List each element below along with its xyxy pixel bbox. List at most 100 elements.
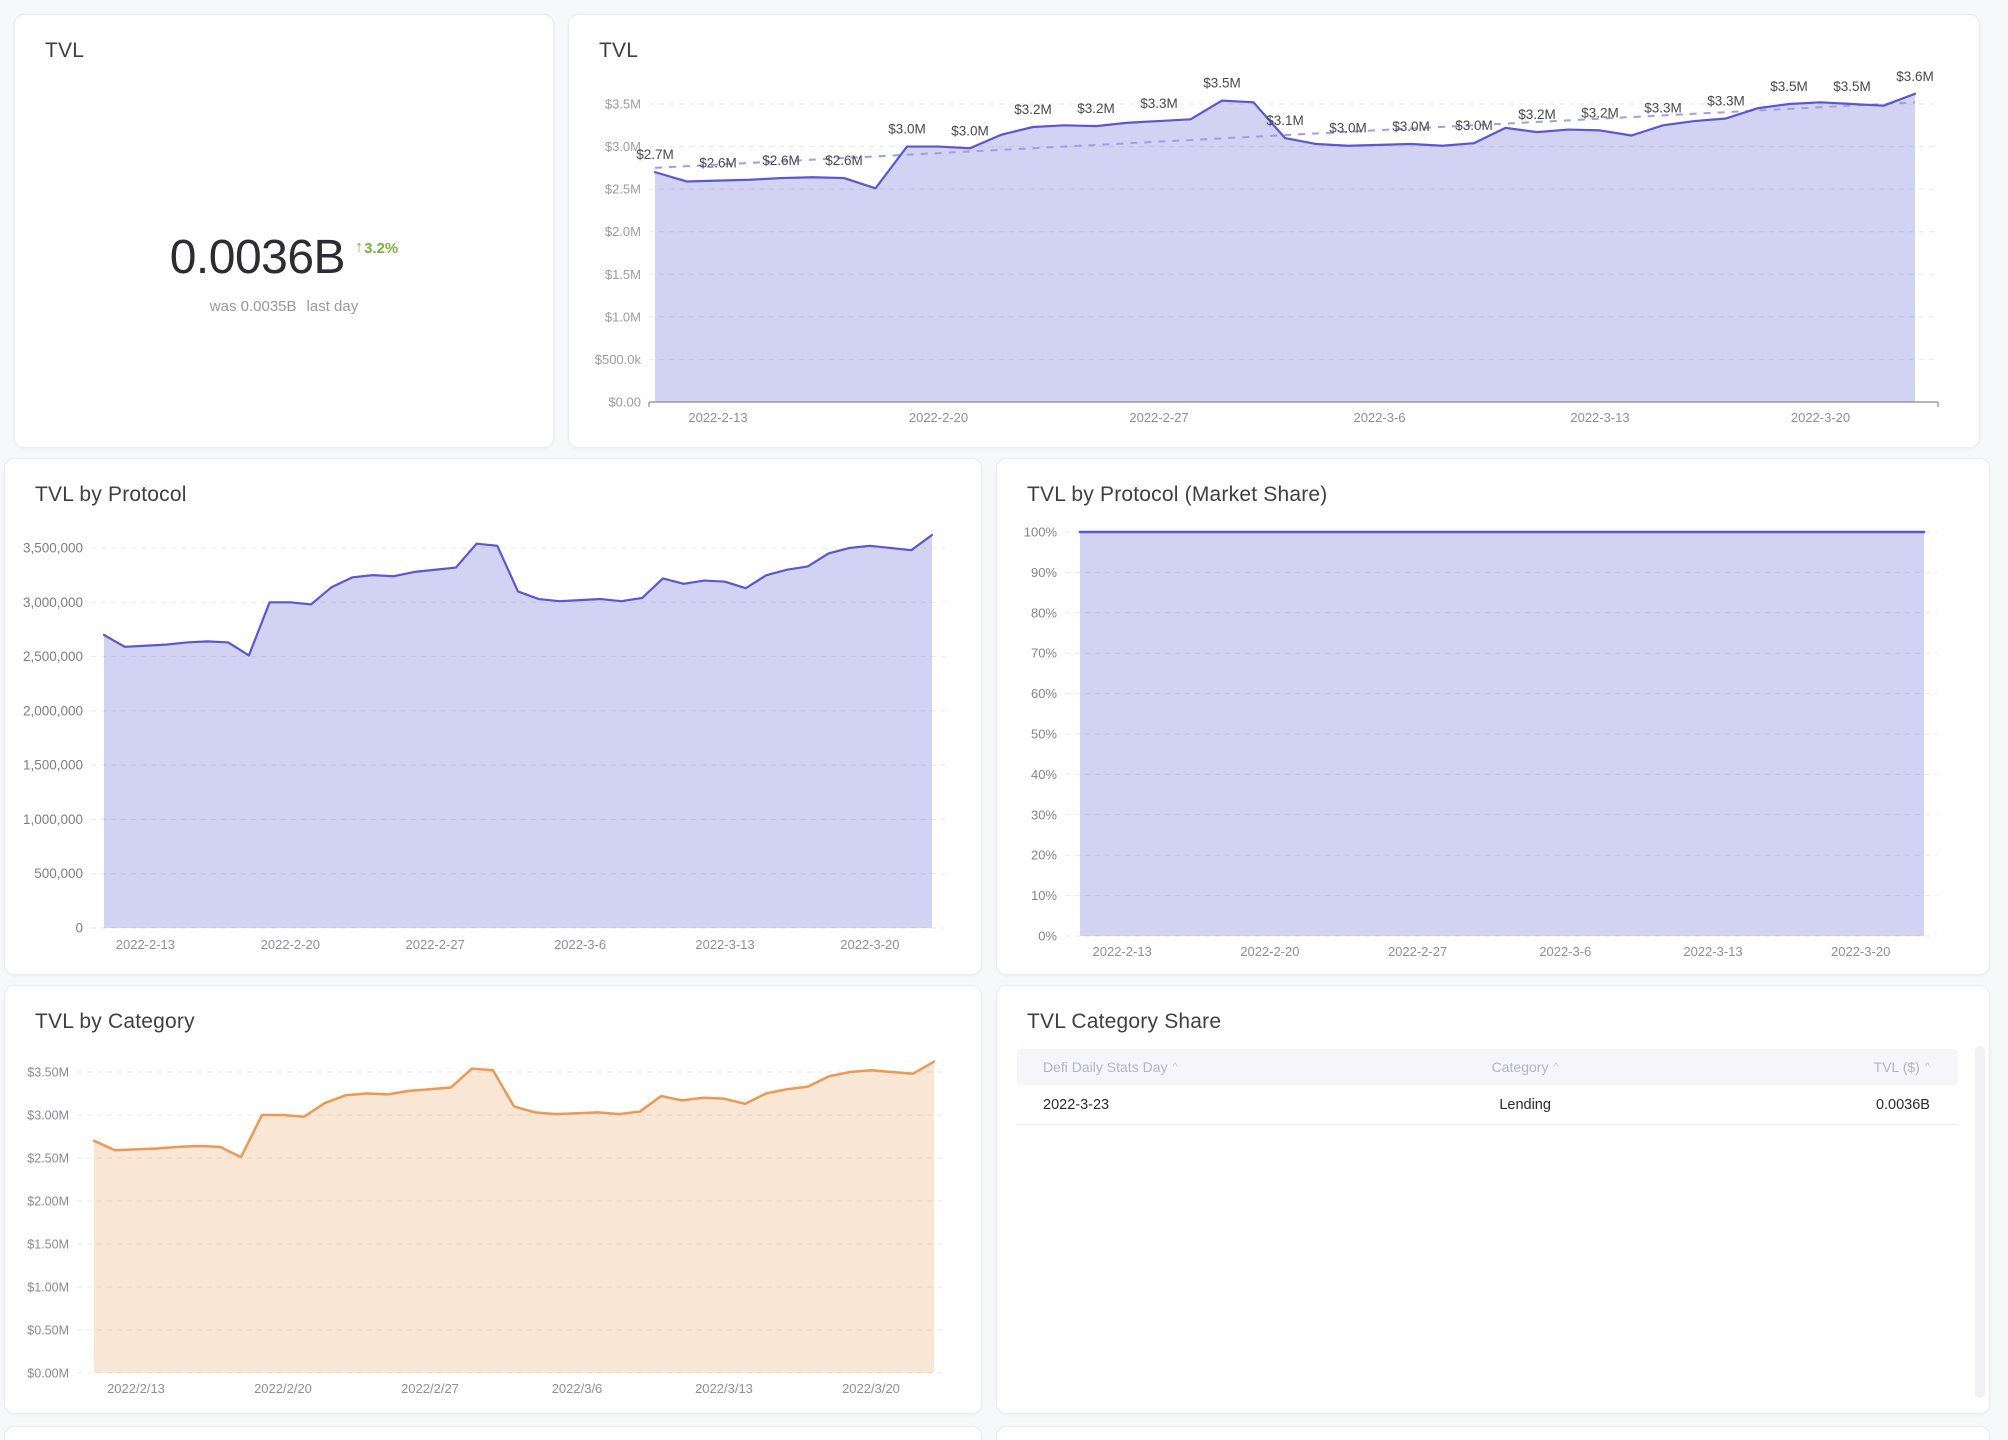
svg-text:2022-2-13: 2022-2-13 bbox=[116, 937, 175, 952]
svg-text:2022-3-13: 2022-3-13 bbox=[1570, 410, 1629, 425]
tvl-by-category-card: TVL by Category $3.50M $3.00M $2.50M $2.00M… bbox=[4, 985, 982, 1414]
svg-text:$3.50M: $3.50M bbox=[27, 1066, 69, 1080]
svg-text:$3.2M: $3.2M bbox=[1581, 105, 1619, 120]
table-scrollbar[interactable] bbox=[1975, 1046, 1985, 1398]
svg-text:2022/2/27: 2022/2/27 bbox=[401, 1381, 459, 1396]
svg-text:$3.2M: $3.2M bbox=[1518, 107, 1556, 122]
svg-text:2,000,000: 2,000,000 bbox=[23, 703, 83, 718]
table-header-row: Defi Daily Stats Day ^ Category ^ TVL ($) ^ bbox=[1017, 1049, 1958, 1085]
tvl-by-category-title: TVL by Category bbox=[35, 1010, 195, 1033]
svg-text:40%: 40% bbox=[1031, 767, 1057, 782]
svg-text:0: 0 bbox=[75, 921, 83, 936]
svg-text:$3.0M: $3.0M bbox=[1392, 119, 1430, 134]
svg-text:2022-3-6: 2022-3-6 bbox=[1539, 944, 1591, 959]
svg-text:$3.5M: $3.5M bbox=[1203, 76, 1241, 91]
svg-text:$3.2M: $3.2M bbox=[1077, 101, 1115, 116]
tvl-change-percent: 3.2% bbox=[364, 239, 399, 257]
svg-text:50%: 50% bbox=[1031, 727, 1057, 742]
svg-text:1,000,000: 1,000,000 bbox=[23, 812, 83, 827]
column-header-day[interactable]: Defi Daily Stats Day ^ bbox=[1043, 1059, 1178, 1075]
tvl-area-chart[interactable]: $3.5M $3.0M $2.5M $2.0M $1.5M $1.0M $500.0k $0.… bbox=[569, 15, 1979, 447]
tvl-category-share-card: TVL Category Share Defi Daily Stats Day ^… bbox=[996, 985, 1990, 1414]
cell-day: 2022-3-23 bbox=[1043, 1096, 1110, 1113]
tvl-value: 0.0036B bbox=[169, 231, 346, 284]
up-arrow-icon: ↑ bbox=[355, 239, 364, 256]
svg-text:2022-3-20: 2022-3-20 bbox=[1831, 944, 1890, 959]
svg-text:2022-3-20: 2022-3-20 bbox=[840, 937, 899, 952]
svg-text:$3.2M: $3.2M bbox=[1014, 102, 1052, 117]
svg-text:$3.5M: $3.5M bbox=[605, 97, 641, 112]
svg-text:2022-2-20: 2022-2-20 bbox=[1240, 944, 1299, 959]
svg-text:500,000: 500,000 bbox=[34, 866, 83, 881]
svg-text:30%: 30% bbox=[1031, 807, 1057, 822]
svg-text:2022-3-6: 2022-3-6 bbox=[554, 937, 606, 952]
svg-text:$0.50M: $0.50M bbox=[27, 1324, 69, 1338]
svg-text:2022-2-20: 2022-2-20 bbox=[909, 410, 968, 425]
sort-caret-icon: ^ bbox=[1924, 1061, 1930, 1073]
svg-text:3,500,000: 3,500,000 bbox=[23, 541, 83, 556]
svg-text:2022-3-13: 2022-3-13 bbox=[695, 937, 754, 952]
sort-caret-icon: ^ bbox=[1172, 1061, 1178, 1073]
svg-text:2022/2/13: 2022/2/13 bbox=[107, 1381, 165, 1396]
svg-text:20%: 20% bbox=[1031, 848, 1057, 863]
tvl-market-share-area-chart[interactable]: 100% 90% 80% 70% 60% 50% 40% 30% 20% 10% 0% 2022-2-… bbox=[997, 459, 1989, 974]
svg-text:100%: 100% bbox=[1024, 525, 1058, 540]
svg-text:$2.5M: $2.5M bbox=[605, 182, 641, 197]
svg-text:2022-2-20: 2022-2-20 bbox=[261, 937, 320, 952]
svg-text:$2.6M: $2.6M bbox=[762, 153, 800, 168]
svg-text:2022/3/6: 2022/3/6 bbox=[552, 1381, 603, 1396]
svg-text:$3.00M: $3.00M bbox=[27, 1109, 69, 1123]
sort-caret-icon: ^ bbox=[1553, 1061, 1559, 1073]
tvl-by-protocol-card: TVL by Protocol 3,500,000 3,000,000 2,500,… bbox=[4, 458, 982, 975]
svg-text:0%: 0% bbox=[1038, 929, 1057, 944]
table-row: 2022-3-23 Lending 0.0036B bbox=[1017, 1085, 1958, 1125]
svg-text:$1.5M: $1.5M bbox=[605, 267, 641, 282]
tvl-current-value-row: 0.0036B ↑ 3.2% bbox=[15, 234, 553, 282]
svg-text:$3.0M: $3.0M bbox=[605, 139, 641, 154]
cell-category: Lending bbox=[1499, 1096, 1551, 1113]
svg-text:$3.5M: $3.5M bbox=[1833, 79, 1871, 94]
tvl-chart-card: TVL $3.5M $3.0M $2.5M $2.0M $1.5M $1.0M $500.0… bbox=[568, 14, 1980, 448]
svg-text:$2.6M: $2.6M bbox=[699, 156, 737, 171]
svg-text:80%: 80% bbox=[1031, 605, 1057, 620]
svg-text:$3.5M: $3.5M bbox=[1770, 79, 1808, 94]
svg-text:$3.0M: $3.0M bbox=[1455, 118, 1493, 133]
next-row-card-left bbox=[4, 1426, 982, 1440]
svg-text:$3.3M: $3.3M bbox=[1644, 100, 1682, 115]
tvl-change-badge: ↑ 3.2% bbox=[355, 239, 398, 257]
svg-text:60%: 60% bbox=[1031, 686, 1057, 701]
svg-text:2022/2/20: 2022/2/20 bbox=[254, 1381, 312, 1396]
svg-text:$2.50M: $2.50M bbox=[27, 1152, 69, 1166]
svg-text:$3.1M: $3.1M bbox=[1266, 113, 1304, 128]
svg-text:$1.0M: $1.0M bbox=[605, 309, 641, 324]
svg-text:$2.7M: $2.7M bbox=[636, 147, 674, 162]
svg-text:$3.3M: $3.3M bbox=[1140, 96, 1178, 111]
tvl-category-share-title: TVL Category Share bbox=[1027, 1010, 1222, 1033]
tvl-by-category-area-chart[interactable]: $3.50M $3.00M $2.50M $2.00M $1.50M $1.00M $0.5… bbox=[5, 986, 981, 1413]
svg-text:$2.6M: $2.6M bbox=[825, 153, 863, 168]
svg-text:10%: 10% bbox=[1031, 888, 1057, 903]
column-header-category[interactable]: Category ^ bbox=[1491, 1059, 1559, 1075]
svg-text:$1.50M: $1.50M bbox=[27, 1238, 69, 1252]
svg-text:2,500,000: 2,500,000 bbox=[23, 649, 83, 664]
tvl-previous-value: was 0.0035B last day bbox=[209, 298, 359, 315]
svg-text:2022-2-27: 2022-2-27 bbox=[406, 937, 465, 952]
svg-text:2022-2-27: 2022-2-27 bbox=[1129, 410, 1188, 425]
next-row-card-right bbox=[996, 1426, 1990, 1440]
svg-text:3,000,000: 3,000,000 bbox=[23, 595, 83, 610]
svg-text:$2.00M: $2.00M bbox=[27, 1195, 69, 1209]
svg-text:$3.0M: $3.0M bbox=[888, 122, 926, 137]
column-header-tvl[interactable]: TVL ($) ^ bbox=[1873, 1059, 1930, 1075]
stat-card-title: TVL bbox=[45, 39, 85, 62]
svg-text:1,500,000: 1,500,000 bbox=[23, 758, 83, 773]
svg-text:2022-2-13: 2022-2-13 bbox=[1093, 944, 1152, 959]
svg-text:$1.00M: $1.00M bbox=[27, 1281, 69, 1295]
svg-text:$3.3M: $3.3M bbox=[1707, 93, 1745, 108]
svg-text:2022/3/13: 2022/3/13 bbox=[695, 1381, 753, 1396]
svg-text:90%: 90% bbox=[1031, 565, 1057, 580]
cell-tvl: 0.0036B bbox=[1875, 1096, 1930, 1113]
tvl-market-share-title: TVL by Protocol (Market Share) bbox=[1027, 483, 1328, 506]
svg-text:$500.0k: $500.0k bbox=[595, 352, 642, 367]
svg-text:2022-3-6: 2022-3-6 bbox=[1353, 410, 1405, 425]
tvl-by-protocol-area-chart[interactable]: 3,500,000 3,000,000 2,500,000 2,000,000 1,50… bbox=[5, 459, 981, 974]
